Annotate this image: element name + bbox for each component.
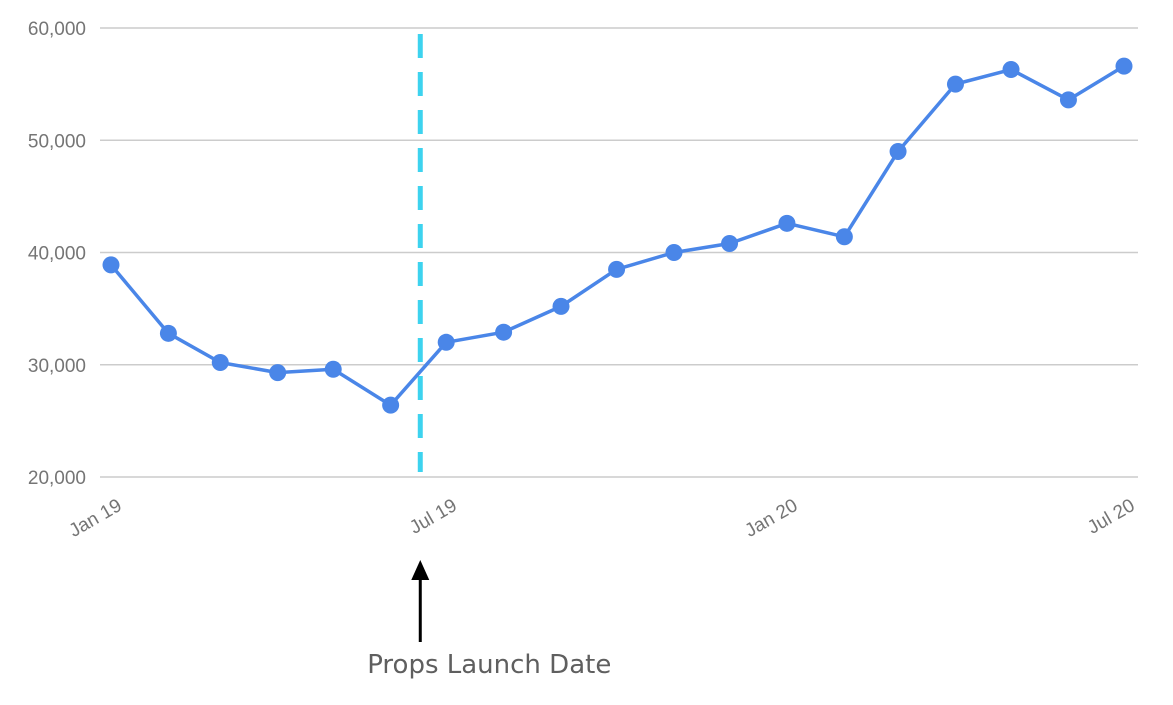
y-tick-label: 60,000 [28,19,86,40]
series-polyline [109,64,1125,407]
data-point [211,354,229,372]
gridlines [100,27,1138,478]
series-points [102,57,1133,414]
y-axis-tick-labels: 20,000 30,000 40,000 50,000 60,000 [28,19,86,489]
data-point [159,324,177,342]
data-point [102,256,120,274]
data-point [778,214,796,232]
data-point [835,228,853,246]
data-point [889,142,907,160]
x-tick-label: Jul 20 [1084,495,1138,539]
data-point [1115,57,1133,75]
y-tick-label: 20,000 [28,468,86,489]
data-point [495,323,513,341]
series-line [109,64,1125,407]
data-point [269,364,287,382]
data-point [608,260,626,278]
launch-annotation: Props Launch Date [367,560,611,680]
x-tick-label: Jan 20 [742,495,802,542]
annotation-label: Props Launch Date [367,650,611,680]
data-point [324,360,342,378]
arrow-head-icon [411,560,430,580]
y-tick-label: 30,000 [28,356,86,377]
x-axis-tick-labels: Jan 19 Jul 19 Jan 20 Jul 20 [66,495,1139,542]
y-tick-label: 40,000 [28,244,86,265]
y-tick-label: 50,000 [28,131,86,152]
x-tick-label: Jan 19 [66,495,126,542]
data-point [1002,61,1020,79]
data-point [946,75,964,93]
data-point [552,297,570,315]
data-point [665,244,683,261]
data-point [1059,91,1077,109]
data-point [721,235,739,253]
data-point [382,396,400,414]
data-point [437,333,455,351]
x-tick-label: Jul 19 [406,495,460,539]
